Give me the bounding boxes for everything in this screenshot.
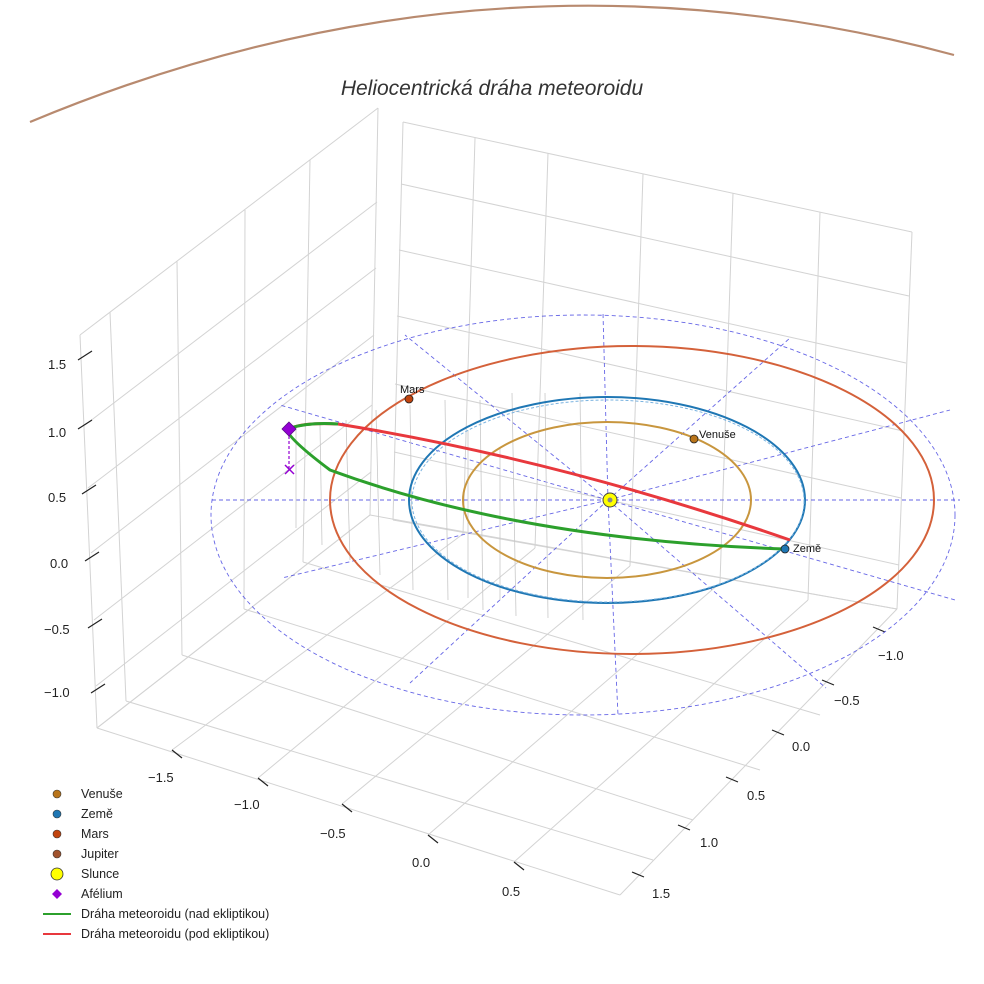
- chart-title: Heliocentrická dráha meteoroidu: [341, 77, 644, 100]
- drop-line: [511, 392, 517, 617]
- drop-line: [479, 399, 484, 611]
- meteoroid-path-above: [285, 429, 786, 551]
- axis-tick-marks: [77, 350, 886, 878]
- legend: Venuše Země Mars Jupiter Slunce Afélium Dráha …: [43, 787, 269, 941]
- ecliptic-spoke: [602, 312, 609, 501]
- orbit-Země: [408, 396, 806, 604]
- planet-marker-Venuše: [689, 434, 699, 444]
- ecliptic-spoke: [607, 409, 951, 501]
- orbit-Venuše: [462, 421, 752, 579]
- x-tick: −1.0: [234, 797, 260, 812]
- legend-marker: [52, 889, 62, 899]
- planet-orbits: [329, 345, 935, 655]
- orbit-Mars: [329, 345, 935, 655]
- x-tick: 0.5: [502, 884, 520, 899]
- ecliptic-spoke: [607, 499, 827, 689]
- legend-label: Dráha meteoroidu (pod ekliptikou): [81, 927, 269, 941]
- legend-marker: [52, 809, 62, 819]
- drop-line: [319, 424, 323, 546]
- y-tick: −1.0: [878, 648, 904, 663]
- x-tick: 0.0: [412, 855, 430, 870]
- z-tick: 1.0: [48, 425, 66, 440]
- x-tick: −0.5: [320, 826, 346, 841]
- markers: Venuše Země Mars: [281, 384, 821, 555]
- planet-marker-Mars: [404, 394, 414, 404]
- z-axis-ticks: 1.5 1.0 0.5 0.0 −0.5 −1.0: [44, 357, 70, 700]
- x-axis-ticks: −1.5 −1.0 −0.5 0.0 0.5: [148, 770, 520, 899]
- y-tick: 1.5: [652, 886, 670, 901]
- legend-marker: [52, 829, 62, 839]
- sun-marker-core: [607, 497, 613, 503]
- aphelion-projection-x2: [284, 464, 295, 475]
- legend-label: Venuše: [81, 787, 123, 801]
- legend-label: Jupiter: [81, 847, 119, 861]
- z-tick: 0.5: [48, 490, 66, 505]
- drop-line: [444, 399, 449, 601]
- drop-lines: [295, 392, 584, 621]
- legend-label: Mars: [81, 827, 109, 841]
- legend-marker: [52, 849, 62, 859]
- z-tick: 0.0: [50, 556, 68, 571]
- z-tick: −0.5: [44, 622, 70, 637]
- legend-label: Slunce: [81, 867, 119, 881]
- legend-marker: [52, 789, 62, 799]
- legend-marker: [50, 867, 64, 881]
- ecliptic-spoke: [607, 337, 791, 501]
- planet-label: Země: [793, 543, 821, 555]
- drop-line: [345, 419, 351, 561]
- ecliptic-spoke: [279, 404, 609, 501]
- legend-label: Afélium: [81, 887, 123, 901]
- y-axis-ticks: −1.0 −0.5 0.0 0.5 1.0 1.5: [652, 648, 904, 901]
- z-tick: −1.0: [44, 685, 70, 700]
- z-tick: 1.5: [48, 357, 66, 372]
- y-tick: 1.0: [700, 835, 718, 850]
- axis-grid: [79, 107, 913, 896]
- drop-line: [375, 409, 381, 576]
- legend-label: Dráha meteoroidu (nad ekliptikou): [81, 907, 269, 921]
- planet-label: Mars: [400, 384, 425, 396]
- ecliptic-spoke: [404, 334, 609, 501]
- orbit-earth-ref: [411, 399, 805, 603]
- legend-label: Země: [81, 807, 113, 821]
- ecliptic-outer-circle: [210, 314, 956, 716]
- x-tick: −1.5: [148, 770, 174, 785]
- planet-marker-Země: [780, 544, 790, 554]
- drop-line: [579, 392, 584, 621]
- planet-label: Venuše: [699, 429, 736, 441]
- axes-panes: [80, 108, 912, 895]
- y-tick: 0.5: [747, 788, 765, 803]
- y-tick: −0.5: [834, 693, 860, 708]
- y-tick: 0.0: [792, 739, 810, 754]
- drop-line: [544, 392, 549, 619]
- jupiter-orbit: [29, 4, 955, 124]
